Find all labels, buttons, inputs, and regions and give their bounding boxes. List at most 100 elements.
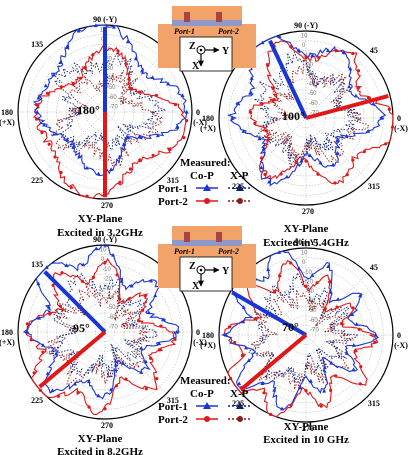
radial-tick-label: -40: [307, 82, 316, 88]
marker-port1: [326, 264, 331, 269]
grid-circle: [66, 293, 144, 371]
marker-port1: [329, 360, 334, 365]
marker-port1: [284, 174, 289, 179]
marker-port2: [47, 142, 51, 146]
marker-port1: [76, 28, 81, 33]
marker-port2: [260, 156, 264, 160]
marker-port2: [334, 374, 338, 378]
marker-port2: [59, 170, 63, 175]
axis-label-right-bottom: (-X): [394, 341, 408, 350]
patch: [172, 20, 242, 26]
axis-x: X: [192, 281, 200, 292]
axis-label-left-top: 180: [1, 328, 13, 337]
marker-port1: [37, 315, 42, 320]
marker-port1: [358, 293, 363, 298]
axis-label-left-bottom: (+X): [0, 118, 15, 127]
marker-port2: [115, 273, 119, 277]
marker-port2: [29, 338, 33, 342]
marker-port1: [261, 146, 266, 151]
marker-port1: [371, 101, 376, 106]
marker-port2: [137, 90, 142, 94]
marker-port2: [266, 138, 270, 142]
feed-2: [216, 232, 222, 242]
polar-panel-3: 100-10-20-30-40-50-60-704513522531527090…: [0, 235, 207, 455]
grid-circle: [267, 79, 345, 157]
marker-port1: [351, 367, 356, 372]
marker-port2: [260, 102, 264, 106]
marker-port2: [279, 172, 283, 176]
angle-tick-label: 225: [232, 182, 244, 191]
marker-port2: [289, 261, 293, 265]
marker-port2: [149, 356, 153, 360]
marker-port2: [373, 340, 377, 344]
marker-port2: [319, 404, 323, 408]
radial-tick-label: -20: [304, 279, 313, 285]
marker-port1: [113, 362, 118, 367]
marker-port1: [308, 378, 313, 383]
marker-port2: [116, 49, 120, 53]
radial-tick-label: -70: [310, 327, 319, 333]
marker-port1: [77, 154, 82, 159]
marker-port2: [182, 136, 186, 140]
marker-port2: [155, 377, 159, 381]
marker-port1: [373, 332, 378, 337]
legend-col-cop: Co-P: [190, 170, 214, 182]
radial-tick-label: 0: [101, 37, 105, 43]
axis-label-top: 90 (-Y): [294, 21, 318, 30]
marker-port2: [83, 66, 87, 70]
grid-circle: [228, 257, 384, 413]
marker-port1: [54, 351, 59, 356]
radial-tick-label: -50: [107, 305, 116, 311]
marker-port1: [73, 381, 78, 386]
marker-port1: [244, 345, 249, 350]
marker-port1: [153, 293, 158, 298]
marker-port2: [328, 280, 332, 284]
marker-port2: [351, 51, 355, 56]
marker-port2: [262, 391, 266, 395]
marker-port1: [146, 310, 151, 315]
radial-tick-label: -40: [106, 76, 115, 82]
angle-tick-label: 225: [31, 176, 43, 185]
axis-z: Z: [189, 41, 196, 52]
marker-port1: [42, 122, 47, 127]
legend-marker-port2-xp: [237, 198, 243, 204]
marker-port1: [133, 56, 138, 61]
marker-port2: [248, 110, 252, 114]
radial-tick-label: -20: [304, 62, 313, 68]
grid-spoke: [305, 117, 368, 180]
radial-tick-label: -60: [309, 101, 318, 107]
radial-tick-label: -10: [303, 53, 312, 59]
grid-circle: [238, 50, 374, 186]
radial-tick-label: -70: [310, 110, 319, 116]
excitation-label: Excited in 10 GHz: [263, 434, 349, 446]
angle-label: 100°: [282, 109, 305, 123]
axis-label-left-bottom: (+X): [200, 341, 216, 350]
radial-tick-label: -30: [104, 66, 113, 72]
marker-port1: [64, 263, 69, 267]
marker-port1: [318, 160, 323, 165]
marker-port2: [144, 387, 148, 391]
marker-port2: [25, 322, 29, 326]
outer-ring: [218, 247, 394, 423]
marker-port1: [348, 66, 353, 71]
marker-port1: [237, 381, 242, 386]
radial-tick-label: -30: [305, 72, 314, 78]
grid-spoke: [43, 50, 106, 113]
excitation-label: Excited in 5.4GHz: [263, 237, 349, 249]
marker-port2: [333, 181, 337, 185]
marker-port1: [121, 142, 126, 147]
marker-port2: [69, 186, 73, 190]
legend-row-port2: Port-2: [158, 414, 188, 426]
marker-port1: [297, 266, 302, 271]
marker-port1: [45, 371, 50, 376]
angle-tick-label: 225: [31, 396, 43, 405]
radial-tick-label: 10: [301, 34, 308, 40]
marker-port1: [96, 393, 101, 398]
marker-port1: [322, 388, 327, 393]
marker-port2: [87, 405, 91, 409]
marker-port2: [278, 274, 282, 278]
beam-port2: [239, 333, 308, 392]
marker-port2: [76, 390, 80, 394]
angle-tick-label: 225: [232, 399, 244, 408]
legend-marker-port1-xp: [236, 402, 244, 409]
